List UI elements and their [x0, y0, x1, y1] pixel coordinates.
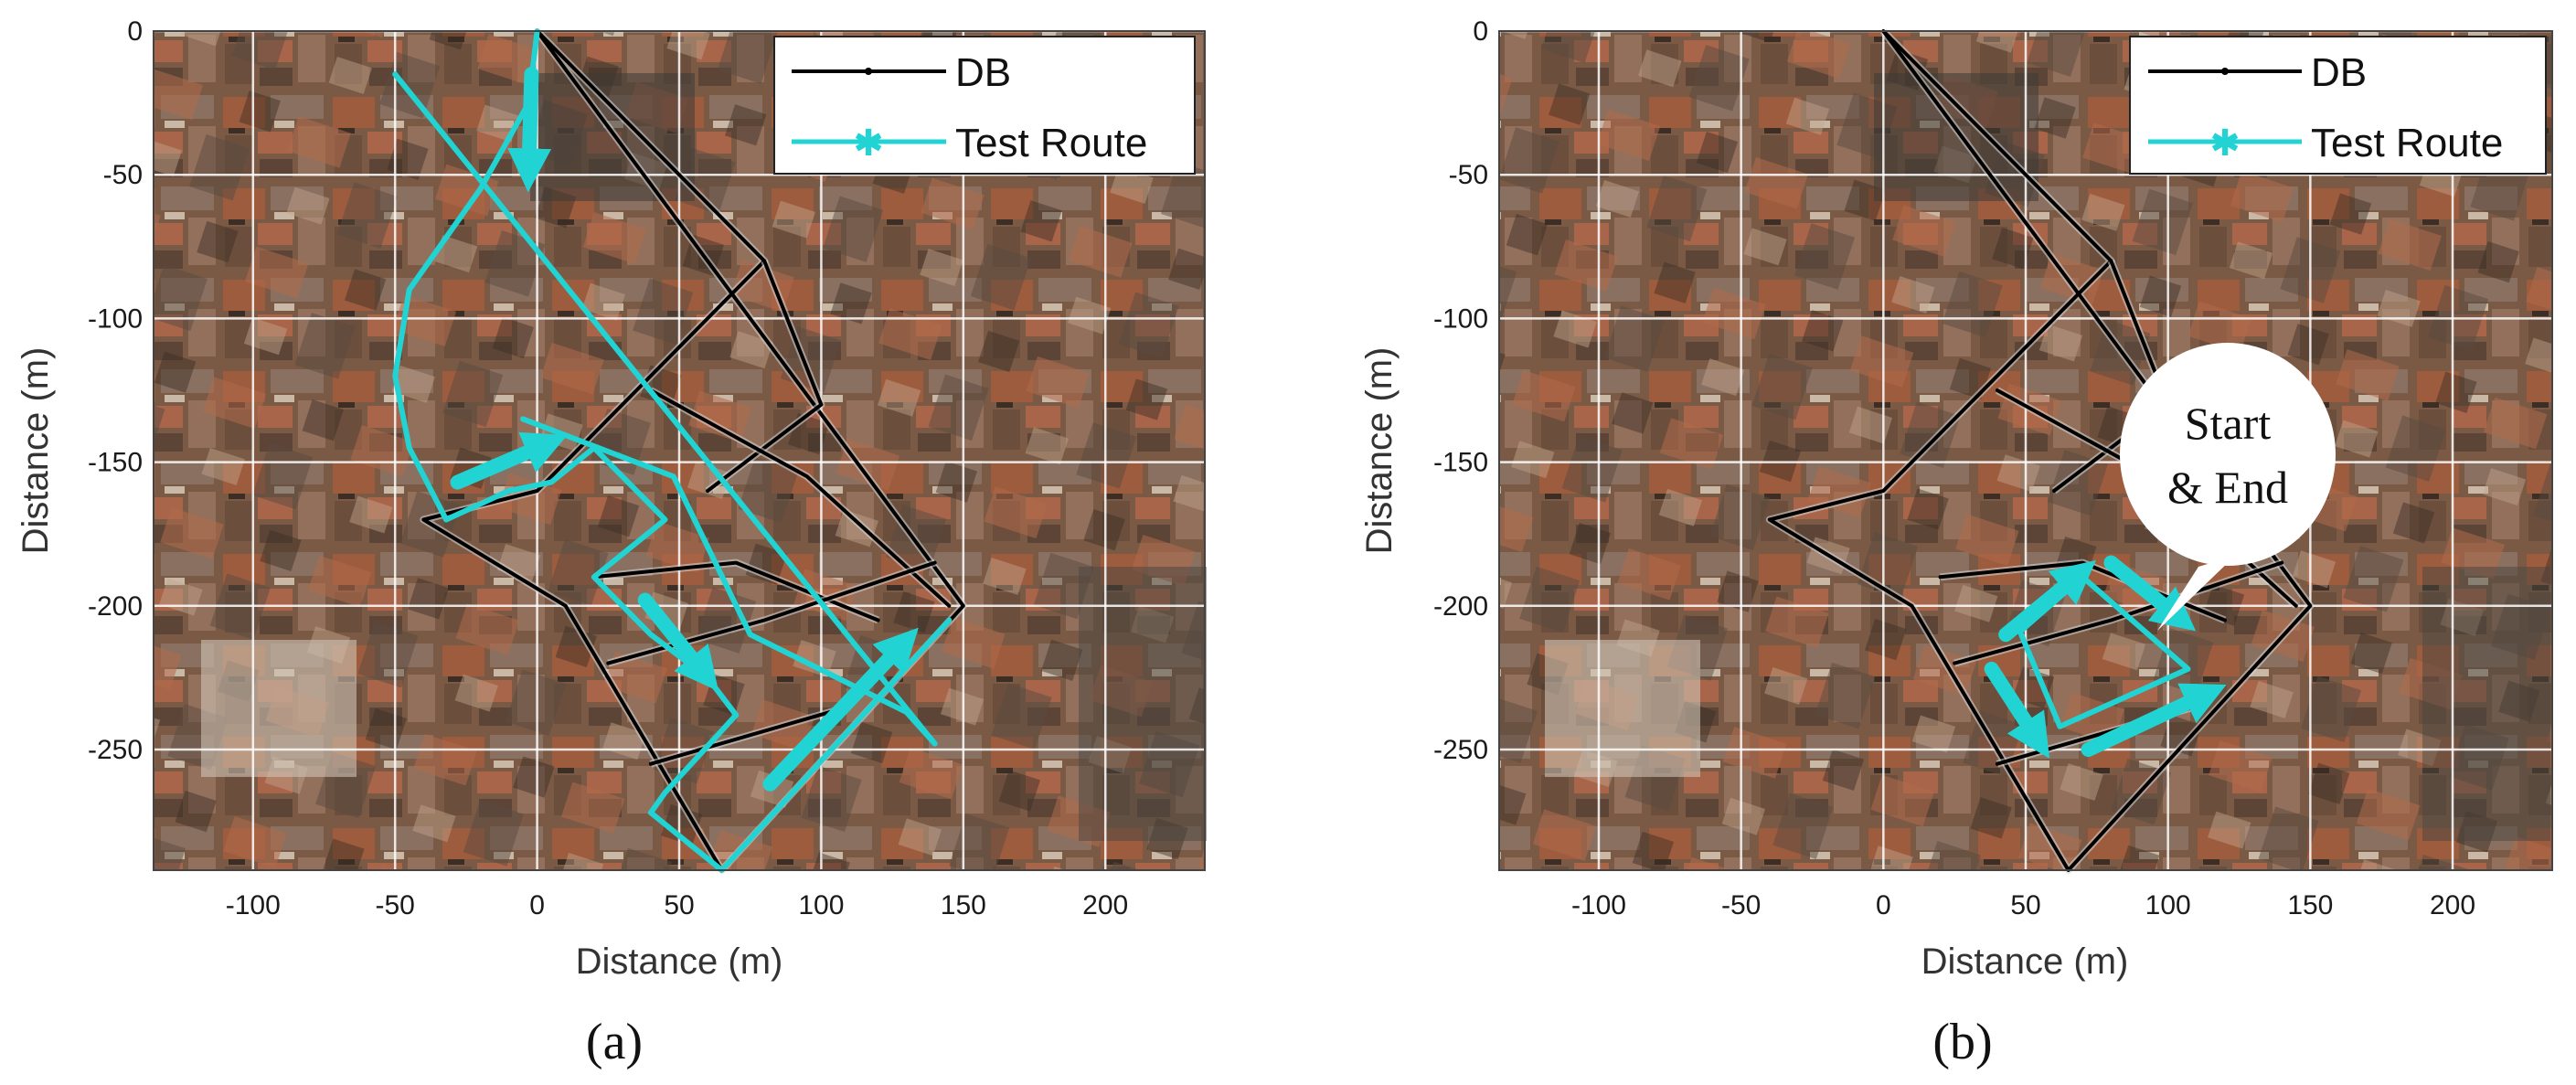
direction-arrow	[450, 431, 568, 490]
direction-arrows	[1984, 555, 2227, 759]
y-tick-label: -250	[1433, 735, 1488, 765]
direction-arrow	[637, 592, 719, 692]
callout-end: & End	[2167, 462, 2288, 513]
x-tick-label: 200	[2430, 890, 2475, 920]
caption-b: (b)	[1932, 1014, 1992, 1070]
x-tick-label: 150	[941, 890, 986, 920]
direction-arrow	[507, 67, 552, 193]
direction-arrow	[762, 627, 919, 792]
plot-frame	[1498, 30, 2553, 871]
x-tick-label: -50	[1721, 890, 1761, 920]
test-route-line	[392, 71, 938, 747]
db-line	[648, 704, 852, 766]
x-tick-label: 200	[1082, 890, 1128, 920]
x-tick-labels: -100 -50 0 50 100 150 200	[1571, 890, 2475, 920]
legend-route-label: Test Route	[2311, 121, 2503, 165]
panel-a: -100 -50 0 50 100 150 200 0 -50 -100 -150 -200 -250…	[16, 16, 1207, 1070]
legend: DB ✱ Test Route	[773, 36, 1196, 175]
svg-text:✱: ✱	[2209, 122, 2241, 165]
x-tick-label: -50	[376, 890, 415, 920]
y-tick-label: 0	[127, 16, 143, 47]
plot-frame	[153, 30, 1206, 871]
y-axis-label: Distance (m)	[1359, 347, 1400, 555]
legend-db-label: DB	[955, 50, 1011, 95]
y-tick-label: -50	[1449, 160, 1488, 190]
db-line	[648, 388, 952, 608]
x-tick-label: 50	[2010, 890, 2040, 920]
x-tick-label: 0	[1876, 890, 1891, 920]
x-tick-labels: -100 -50 0 50 100 150 200	[226, 890, 1128, 920]
panel-b: -100 -50 0 50 100 150 200 0 -50 -100 -150 -200 -250…	[1359, 16, 2553, 1070]
x-tick-label: 100	[2145, 890, 2191, 920]
db-line	[606, 560, 937, 665]
x-tick-label: 50	[664, 890, 694, 920]
y-tick-label: -250	[88, 735, 143, 765]
x-axis-label: Distance (m)	[1921, 941, 2129, 982]
y-tick-label: -150	[88, 448, 143, 478]
y-tick-label: -200	[88, 591, 143, 622]
y-tick-label: -200	[1433, 591, 1488, 622]
test-route-series	[392, 28, 953, 873]
callout-start: Start	[2185, 398, 2272, 449]
y-tick-label: -50	[103, 160, 143, 190]
db-line	[1953, 560, 2284, 665]
db-line	[1767, 29, 2313, 872]
y-tick-label: 0	[1473, 16, 1488, 47]
y-tick-label: -100	[88, 303, 143, 334]
legend-db-label: DB	[2311, 50, 2367, 95]
test-route-line	[392, 28, 953, 873]
y-tick-label: -100	[1433, 303, 1488, 334]
x-tick-label: 150	[2287, 890, 2333, 920]
caption-a: (a)	[586, 1014, 643, 1070]
legend-route-label: Test Route	[955, 121, 1147, 165]
x-tick-label: 100	[798, 890, 844, 920]
direction-arrow	[1984, 661, 2050, 759]
direction-arrows	[450, 67, 919, 792]
x-tick-label: -100	[1571, 890, 1626, 920]
start-end-callout: Start & End	[2120, 343, 2336, 631]
db-line	[706, 259, 824, 493]
y-tick-labels: 0 -50 -100 -150 -200 -250	[88, 16, 143, 765]
svg-text:✱: ✱	[853, 122, 884, 165]
direction-arrow	[2081, 683, 2227, 757]
y-tick-label: -150	[1433, 448, 1488, 478]
direction-arrow	[1998, 559, 2097, 643]
y-axis-label: Distance (m)	[16, 347, 56, 555]
x-tick-label: 0	[529, 890, 545, 920]
x-axis-label: Distance (m)	[576, 941, 783, 982]
legend: DB ✱ Test Route	[2129, 36, 2547, 175]
y-tick-labels: 0 -50 -100 -150 -200 -250	[1433, 16, 1488, 765]
x-tick-label: -100	[226, 890, 281, 920]
